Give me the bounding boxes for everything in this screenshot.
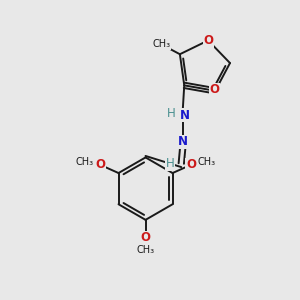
Text: CH₃: CH₃ (76, 157, 94, 167)
Text: N: N (180, 109, 190, 122)
Text: O: O (210, 83, 220, 96)
Text: O: O (186, 158, 196, 171)
Text: O: O (140, 231, 151, 244)
Text: CH₃: CH₃ (136, 245, 154, 255)
Text: H: H (166, 157, 174, 170)
Text: O: O (203, 34, 213, 47)
Text: H: H (167, 107, 176, 120)
Text: O: O (95, 158, 105, 171)
Text: N: N (178, 135, 188, 148)
Text: CH₃: CH₃ (152, 40, 171, 50)
Text: CH₃: CH₃ (197, 157, 215, 167)
